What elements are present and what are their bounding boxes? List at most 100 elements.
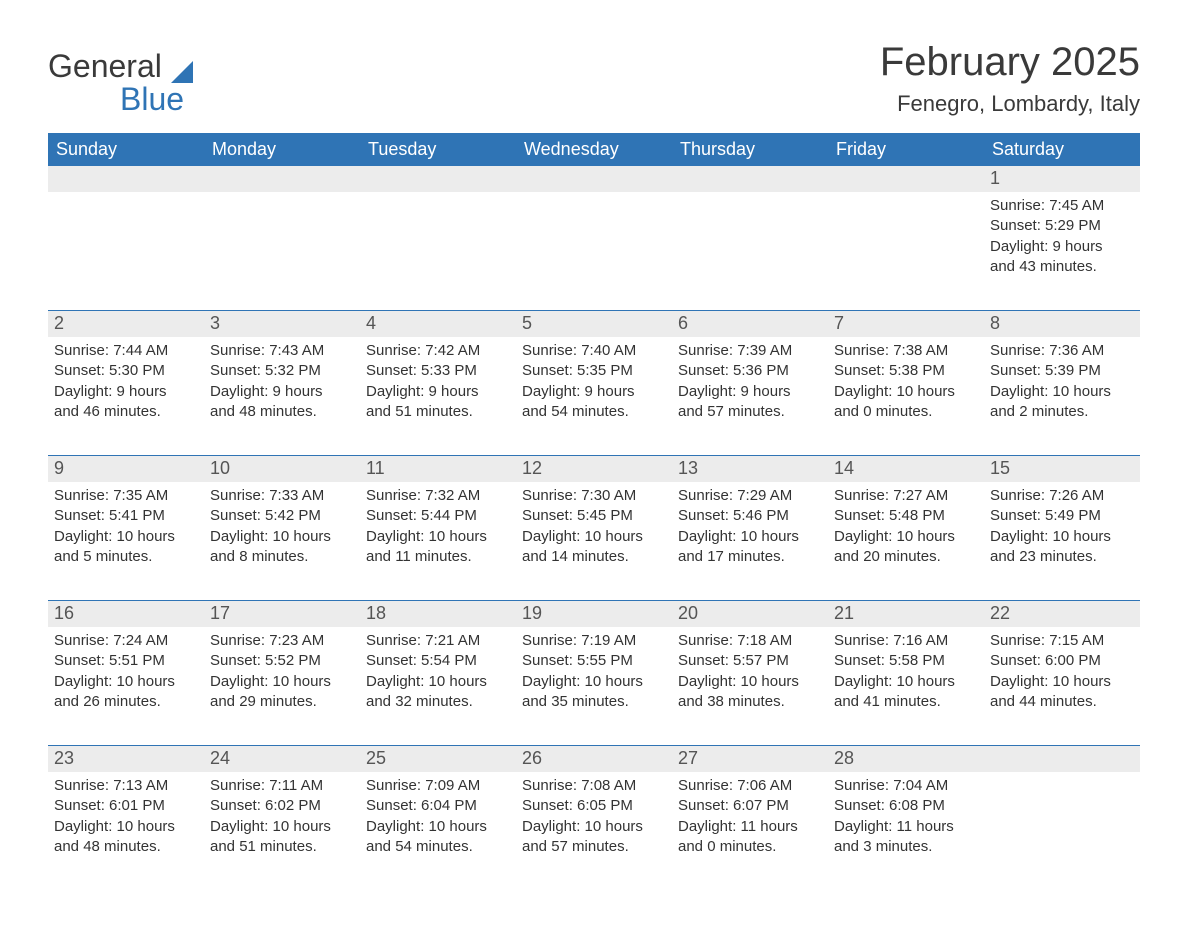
day-number-cell: 20 [672,601,828,627]
day-detail-cell: Sunrise: 7:32 AMSunset: 5:44 PMDaylight:… [360,482,516,582]
sunset-line: Sunset: 5:45 PM [522,506,666,526]
day-detail-cell: Sunrise: 7:27 AMSunset: 5:48 PMDaylight:… [828,482,984,582]
sunset-line: Sunset: 6:07 PM [678,796,822,816]
sunrise-line: Sunrise: 7:29 AM [678,486,822,506]
daylight-line-1: Daylight: 10 hours [54,672,198,692]
day-number-cell: 18 [360,601,516,627]
day-detail-cell: Sunrise: 7:18 AMSunset: 5:57 PMDaylight:… [672,627,828,727]
day-number-cell: 5 [516,311,672,337]
daylight-line-2: and 23 minutes. [990,547,1134,567]
sunrise-line: Sunrise: 7:35 AM [54,486,198,506]
daylight-line-1: Daylight: 10 hours [522,672,666,692]
day-detail-cell: Sunrise: 7:35 AMSunset: 5:41 PMDaylight:… [48,482,204,582]
day-number-cell: 14 [828,456,984,482]
sunset-line: Sunset: 5:29 PM [990,216,1134,236]
day-detail-cell [672,192,828,292]
calendar: Sunday Monday Tuesday Wednesday Thursday… [48,133,1140,872]
daylight-line-1: Daylight: 10 hours [210,527,354,547]
daylight-line-2: and 32 minutes. [366,692,510,712]
daynum-row: 1 [48,166,1140,192]
day-number-cell: 19 [516,601,672,627]
daylight-line-1: Daylight: 10 hours [678,527,822,547]
daylight-line-2: and 29 minutes. [210,692,354,712]
day-header: Sunday [48,133,204,166]
day-detail-cell: Sunrise: 7:29 AMSunset: 5:46 PMDaylight:… [672,482,828,582]
daylight-line-1: Daylight: 10 hours [54,527,198,547]
day-detail-cell: Sunrise: 7:13 AMSunset: 6:01 PMDaylight:… [48,772,204,872]
day-number-cell: 4 [360,311,516,337]
day-number-cell: 26 [516,746,672,772]
sunrise-line: Sunrise: 7:24 AM [54,631,198,651]
daylight-line-2: and 38 minutes. [678,692,822,712]
sunrise-line: Sunrise: 7:30 AM [522,486,666,506]
day-number-cell: 11 [360,456,516,482]
sunrise-line: Sunrise: 7:21 AM [366,631,510,651]
daylight-line-2: and 46 minutes. [54,402,198,422]
day-detail-cell [984,772,1140,872]
daylight-line-1: Daylight: 9 hours [990,237,1134,257]
sunrise-line: Sunrise: 7:26 AM [990,486,1134,506]
day-number-cell: 21 [828,601,984,627]
daylight-line-1: Daylight: 10 hours [366,527,510,547]
day-number-cell [672,166,828,192]
sunrise-line: Sunrise: 7:32 AM [366,486,510,506]
weeks-container: 1Sunrise: 7:45 AMSunset: 5:29 PMDaylight… [48,166,1140,872]
daylight-line-1: Daylight: 10 hours [990,527,1134,547]
day-detail-cell: Sunrise: 7:40 AMSunset: 5:35 PMDaylight:… [516,337,672,437]
day-header: Thursday [672,133,828,166]
daylight-line-2: and 44 minutes. [990,692,1134,712]
daylight-line-1: Daylight: 10 hours [210,672,354,692]
daylight-line-2: and 54 minutes. [522,402,666,422]
sunrise-line: Sunrise: 7:18 AM [678,631,822,651]
day-detail-cell: Sunrise: 7:30 AMSunset: 5:45 PMDaylight:… [516,482,672,582]
day-number-cell: 17 [204,601,360,627]
day-detail-cell: Sunrise: 7:23 AMSunset: 5:52 PMDaylight:… [204,627,360,727]
day-number-cell [828,166,984,192]
day-number-cell: 9 [48,456,204,482]
daylight-line-2: and 35 minutes. [522,692,666,712]
sunset-line: Sunset: 5:49 PM [990,506,1134,526]
logo-word-1: General [48,48,162,84]
sunset-line: Sunset: 5:48 PM [834,506,978,526]
day-detail-cell: Sunrise: 7:38 AMSunset: 5:38 PMDaylight:… [828,337,984,437]
detail-row: Sunrise: 7:45 AMSunset: 5:29 PMDaylight:… [48,192,1140,292]
daylight-line-1: Daylight: 9 hours [54,382,198,402]
daylight-line-2: and 48 minutes. [54,837,198,857]
day-number-cell: 8 [984,311,1140,337]
daylight-line-1: Daylight: 10 hours [990,382,1134,402]
sunset-line: Sunset: 5:42 PM [210,506,354,526]
sunrise-line: Sunrise: 7:33 AM [210,486,354,506]
daylight-line-1: Daylight: 10 hours [834,527,978,547]
daylight-line-1: Daylight: 10 hours [366,817,510,837]
day-number-cell: 3 [204,311,360,337]
month-title: February 2025 [880,40,1140,85]
day-detail-cell: Sunrise: 7:26 AMSunset: 5:49 PMDaylight:… [984,482,1140,582]
day-number-cell: 10 [204,456,360,482]
daylight-line-2: and 2 minutes. [990,402,1134,422]
day-number-cell: 7 [828,311,984,337]
daynum-row: 9101112131415 [48,456,1140,482]
daylight-line-2: and 57 minutes. [678,402,822,422]
day-header-row: Sunday Monday Tuesday Wednesday Thursday… [48,133,1140,166]
daylight-line-1: Daylight: 9 hours [522,382,666,402]
day-detail-cell: Sunrise: 7:21 AMSunset: 5:54 PMDaylight:… [360,627,516,727]
day-number-cell: 2 [48,311,204,337]
day-number-cell [360,166,516,192]
day-detail-cell: Sunrise: 7:45 AMSunset: 5:29 PMDaylight:… [984,192,1140,292]
daylight-line-1: Daylight: 10 hours [834,672,978,692]
daylight-line-1: Daylight: 10 hours [990,672,1134,692]
day-detail-cell: Sunrise: 7:36 AMSunset: 5:39 PMDaylight:… [984,337,1140,437]
sunrise-line: Sunrise: 7:42 AM [366,341,510,361]
sunrise-line: Sunrise: 7:13 AM [54,776,198,796]
sunrise-line: Sunrise: 7:11 AM [210,776,354,796]
daylight-line-1: Daylight: 10 hours [366,672,510,692]
sunset-line: Sunset: 6:08 PM [834,796,978,816]
day-detail-cell: Sunrise: 7:15 AMSunset: 6:00 PMDaylight:… [984,627,1140,727]
sunset-line: Sunset: 6:02 PM [210,796,354,816]
sunset-line: Sunset: 5:30 PM [54,361,198,381]
daylight-line-2: and 51 minutes. [366,402,510,422]
sunrise-line: Sunrise: 7:39 AM [678,341,822,361]
day-number-cell: 1 [984,166,1140,192]
logo-text: General Blue [48,50,193,117]
sunrise-line: Sunrise: 7:45 AM [990,196,1134,216]
